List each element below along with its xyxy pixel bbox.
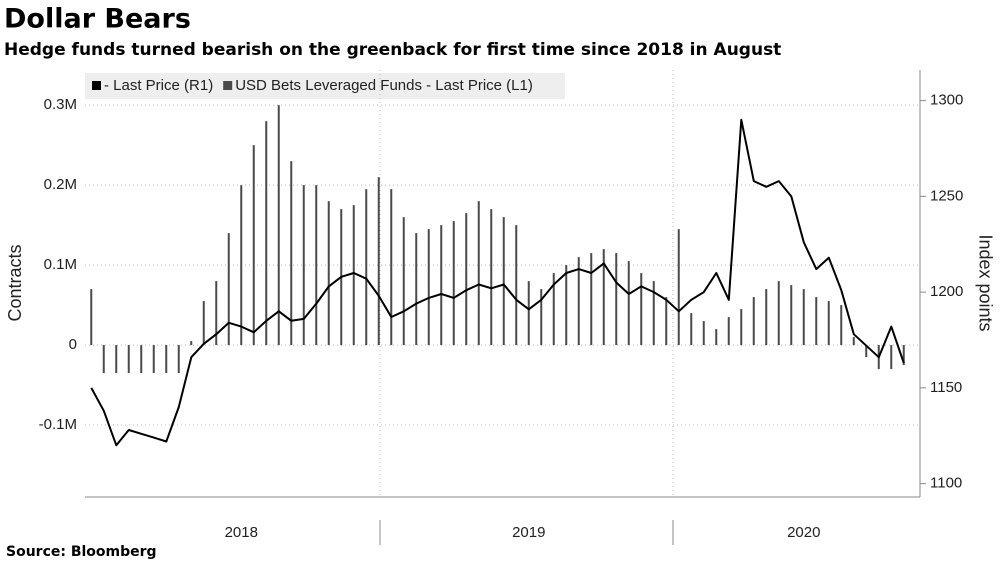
bar — [515, 225, 518, 346]
bar — [490, 209, 493, 346]
y2-tick-label: 1100 — [930, 475, 962, 492]
bar — [640, 273, 643, 346]
bar — [665, 297, 668, 346]
bar — [240, 185, 243, 346]
price-line — [90, 118, 905, 447]
bar — [477, 201, 480, 346]
legend-box — [85, 73, 565, 99]
bar — [727, 317, 730, 346]
x-tick-label: 2018 — [225, 524, 258, 541]
y2-axis-title: Index points — [975, 234, 995, 331]
x-tick-label: 2019 — [512, 524, 545, 541]
bar — [677, 229, 680, 346]
bar — [627, 261, 630, 346]
bar — [402, 217, 405, 346]
bar — [815, 297, 818, 346]
y-tick-label: 0 — [69, 336, 77, 353]
bar — [377, 177, 380, 346]
bar — [177, 345, 180, 374]
bar — [552, 273, 555, 346]
bar — [265, 121, 268, 346]
y2-tick-label: 1250 — [930, 187, 963, 204]
bar — [415, 233, 418, 346]
bar — [865, 345, 868, 358]
bar — [465, 213, 468, 346]
bar — [427, 229, 430, 346]
bar — [615, 253, 618, 346]
chart-subtitle: Hedge funds turned bearish on the greenb… — [4, 40, 781, 60]
bar — [290, 161, 293, 346]
bar — [190, 341, 193, 346]
bar — [390, 189, 393, 346]
bar — [352, 205, 355, 346]
bar — [202, 301, 205, 346]
bar — [777, 281, 780, 346]
y-tick-label: 0.1M — [44, 256, 77, 273]
bar — [652, 281, 655, 346]
bar — [365, 189, 368, 346]
bar — [827, 301, 830, 346]
legend-label: - Last Price (R1) — [104, 77, 213, 94]
bar — [302, 185, 305, 346]
bar — [790, 285, 793, 346]
bar — [590, 253, 593, 346]
bar — [102, 345, 105, 374]
bar — [215, 281, 218, 346]
bar — [90, 289, 93, 346]
bar — [715, 329, 718, 346]
bar — [690, 313, 693, 346]
bar — [740, 309, 743, 346]
bar — [765, 289, 768, 346]
bar — [277, 105, 280, 346]
chart-title: Dollar Bears — [4, 4, 191, 35]
bar — [577, 257, 580, 346]
bar — [127, 345, 130, 374]
bar — [802, 289, 805, 346]
y-tick-label: 0.3M — [44, 96, 77, 113]
bar — [440, 225, 443, 346]
legend-label: USD Bets Leveraged Funds - Last Price (L… — [235, 77, 533, 94]
bar — [227, 233, 230, 346]
bar — [540, 289, 543, 346]
source: Source: Bloomberg — [6, 544, 157, 560]
bar — [565, 265, 568, 346]
y2-tick-label: 1200 — [930, 283, 963, 300]
x-tick-label: 2020 — [787, 524, 820, 541]
bar — [752, 297, 755, 346]
bar — [890, 345, 893, 370]
y-axis-title: Contracts — [5, 244, 25, 321]
bar — [902, 345, 905, 366]
y-tick-label: 0.2M — [44, 176, 77, 193]
y-tick-label: -0.1M — [39, 416, 77, 433]
bar — [327, 201, 330, 346]
bar — [602, 249, 605, 346]
bar — [527, 281, 530, 346]
bar — [840, 305, 843, 346]
bar — [315, 185, 318, 346]
bar — [115, 345, 118, 374]
bar — [852, 337, 855, 346]
bar — [452, 221, 455, 346]
legend-swatch — [92, 81, 101, 90]
bar — [702, 321, 705, 346]
bar — [502, 217, 505, 346]
bar — [252, 145, 255, 346]
legend-swatch — [223, 81, 233, 90]
bar — [152, 345, 155, 374]
bar — [165, 345, 168, 374]
bar — [140, 345, 143, 374]
y2-tick-label: 1300 — [930, 92, 963, 109]
y2-tick-label: 1150 — [930, 379, 962, 396]
